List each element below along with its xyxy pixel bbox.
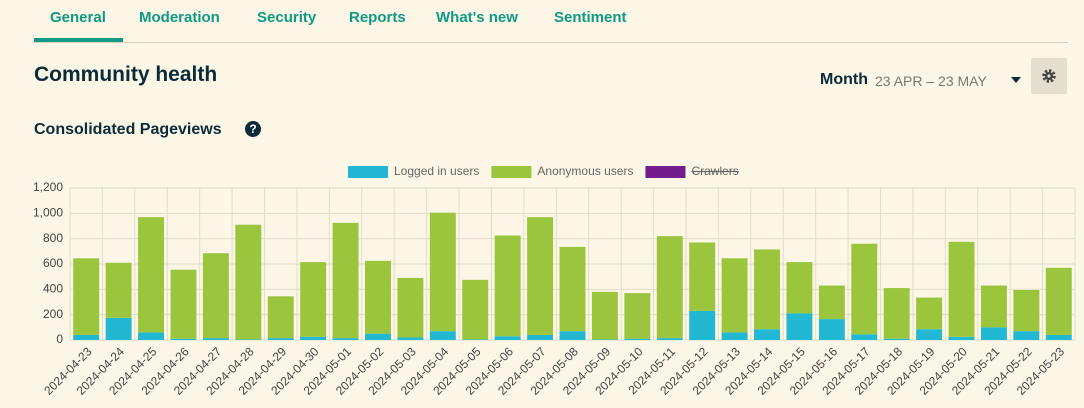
bar-segment [786, 262, 813, 314]
legend-label: Anonymous users [537, 164, 633, 178]
bar-segment [754, 329, 780, 340]
bar-segment [656, 338, 683, 340]
bar-segment [559, 246, 586, 332]
gear-icon [1042, 69, 1056, 83]
bar-segment [73, 334, 100, 340]
bar-segment [948, 336, 975, 340]
y-tick-label: 600 [43, 256, 63, 270]
nav-tab[interactable]: General [50, 9, 106, 26]
bar-segment [559, 331, 586, 340]
legend-item[interactable]: Logged in users [348, 164, 479, 178]
dropdown-caret[interactable] [1010, 76, 1022, 84]
bar-segment [267, 296, 294, 339]
y-tick-label: 0 [56, 332, 63, 346]
bar-segment [494, 235, 521, 337]
settings-button[interactable] [1031, 58, 1067, 94]
bar-segment [656, 236, 683, 339]
legend-swatch [491, 166, 532, 178]
bar-segment [624, 338, 651, 340]
chart-title: Consolidated Pageviews [34, 121, 222, 138]
bar-segment [105, 317, 132, 340]
legend-item[interactable]: Anonymous users [491, 164, 633, 178]
nav-tab[interactable]: Security [257, 9, 317, 26]
nav-tab[interactable]: What's new [436, 9, 518, 26]
bar-segment [527, 217, 554, 335]
bar-segment [332, 222, 359, 339]
bar-segment [689, 310, 716, 340]
bar-segment [202, 338, 229, 340]
legend-label: Crawlers [691, 164, 738, 178]
bar-segment [1045, 334, 1072, 340]
nav-tab[interactable]: Moderation [139, 9, 220, 26]
bar-segment [105, 262, 132, 318]
bar-segment [1045, 267, 1072, 335]
y-tick-label: 1,200 [33, 180, 63, 194]
bar-segment [1013, 289, 1040, 332]
chart: 0 200 400 600 800 1,000 1,200 Logged in users An… [33, 164, 1076, 398]
bar-segment [980, 327, 1007, 340]
bar-segment [721, 332, 748, 340]
nav-tab[interactable]: Sentiment [554, 9, 627, 26]
bar-segment [624, 293, 651, 339]
bar-segment [786, 313, 813, 340]
bar-segment [202, 253, 229, 339]
bar-segment [462, 279, 489, 340]
bar-segment [721, 258, 748, 333]
nav-divider [34, 42, 1068, 43]
y-tick-label: 1,000 [33, 206, 63, 220]
period-label[interactable]: Month [820, 71, 868, 88]
bar-segment [818, 285, 845, 320]
bar-segment [494, 336, 521, 340]
bar-segment [689, 242, 716, 311]
bar-segment [365, 333, 391, 340]
bar-segment [300, 262, 327, 337]
bar-segment [300, 336, 327, 340]
bar-segment [397, 277, 424, 338]
bar-segment [267, 338, 294, 340]
legend-swatch [348, 166, 388, 178]
bar-segment [527, 334, 554, 340]
bar-segment [365, 260, 391, 334]
y-tick-label: 400 [43, 282, 63, 296]
date-range[interactable]: 23 APR – 23 MAY [875, 73, 987, 89]
bar-segment [948, 241, 975, 337]
bar-segment [883, 288, 910, 339]
bar-segment [73, 258, 100, 335]
bar-segment [851, 334, 878, 340]
bar-segment [235, 339, 262, 340]
legend-label: Logged in users [394, 164, 479, 178]
bar-segment [138, 217, 165, 333]
bar-segment [332, 338, 359, 340]
y-tick-label: 200 [43, 307, 63, 321]
bar-segment [462, 339, 489, 340]
bar-segment [1013, 331, 1040, 340]
bar-segment [591, 291, 618, 340]
nav-tab[interactable]: Reports [349, 9, 406, 26]
bar-segment [754, 249, 780, 330]
bar-segment [916, 297, 943, 330]
legend-swatch [645, 166, 686, 178]
bar-segment [916, 329, 943, 340]
bar-segment [170, 269, 197, 339]
bar-segment [170, 338, 197, 340]
bar-segment [138, 332, 165, 340]
y-tick-label: 800 [43, 231, 63, 245]
active-tab-indicator [34, 38, 123, 42]
bar-segment [429, 331, 456, 340]
bar-segment [980, 285, 1007, 328]
legend-item[interactable]: Crawlers [645, 164, 739, 178]
help-icon[interactable]: ? [244, 120, 262, 138]
bar-segment [818, 319, 845, 340]
bar-segment [397, 337, 424, 340]
bar-segment [851, 243, 878, 335]
bar-segment [235, 224, 262, 340]
svg-text:?: ? [249, 122, 256, 136]
bar-segment [591, 339, 618, 340]
bar-segment [883, 338, 910, 340]
bar-segment [429, 212, 456, 332]
page-title: Community health [34, 63, 218, 86]
